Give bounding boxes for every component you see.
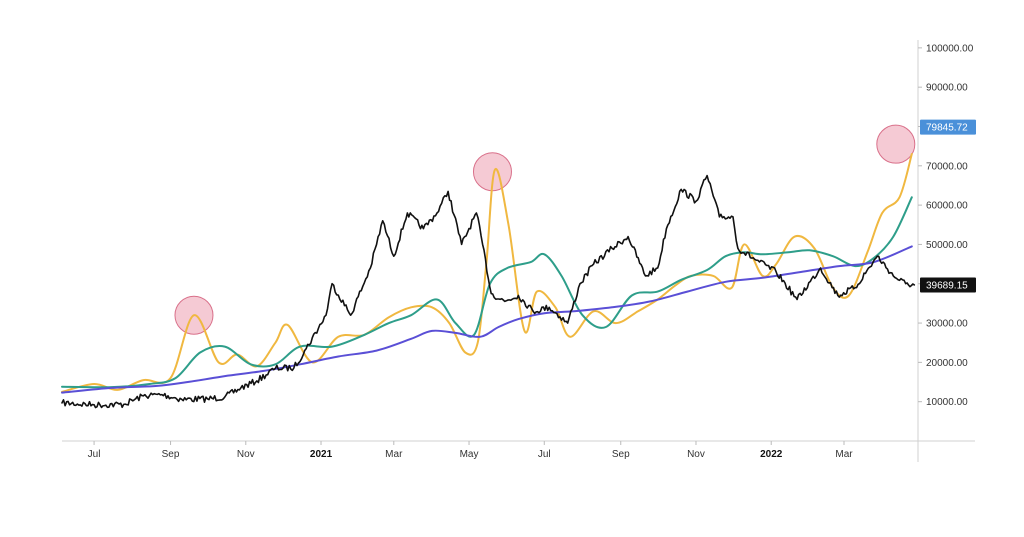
series-line-1 <box>61 174 916 409</box>
x-tick-label: Jul <box>88 449 101 460</box>
y-tick-label: 10000.00 <box>926 397 968 408</box>
y-ticks: 10000.0020000.0030000.0040000.0050000.00… <box>918 43 974 408</box>
y-tick-label: 70000.00 <box>926 161 968 172</box>
x-tick-label: Mar <box>385 449 403 460</box>
x-tick-label: Jul <box>538 449 551 460</box>
highlight-layer <box>174 124 916 335</box>
x-tick-label: 2022 <box>760 449 783 460</box>
x-tick-label: Mar <box>835 449 853 460</box>
y-tick-label: 50000.00 <box>926 240 968 251</box>
y-tick-label: 20000.00 <box>926 358 968 369</box>
series-layer <box>61 153 916 409</box>
x-tick-label: 2021 <box>310 449 333 460</box>
price-badge-label: 39689.15 <box>926 280 968 291</box>
x-tick-label: Sep <box>612 449 630 460</box>
y-tick-label: 60000.00 <box>926 201 968 212</box>
x-tick-label: Nov <box>237 449 255 460</box>
price-badge-2 <box>920 277 976 293</box>
y-tick-label: 90000.00 <box>926 83 968 94</box>
price-badge-1 <box>920 119 976 135</box>
y-tick-label: 100000.00 <box>926 43 974 54</box>
price-badge-label: 79845.72 <box>926 123 968 134</box>
x-ticks: Jul Sep Nov 2021 Mar May Jul Sep Nov 2022 Mar <box>88 441 853 460</box>
price-badges: 79845.72 39689.15 <box>920 119 976 293</box>
series-line-4 <box>61 245 913 394</box>
highlight-circle-3 <box>876 124 916 164</box>
y-tick-label: 30000.00 <box>926 319 968 330</box>
x-tick-label: Nov <box>687 449 705 460</box>
x-tick-label: Sep <box>162 449 180 460</box>
axes-layer <box>62 40 975 462</box>
x-tick-label: May <box>460 449 479 460</box>
series-line-3 <box>61 196 913 389</box>
